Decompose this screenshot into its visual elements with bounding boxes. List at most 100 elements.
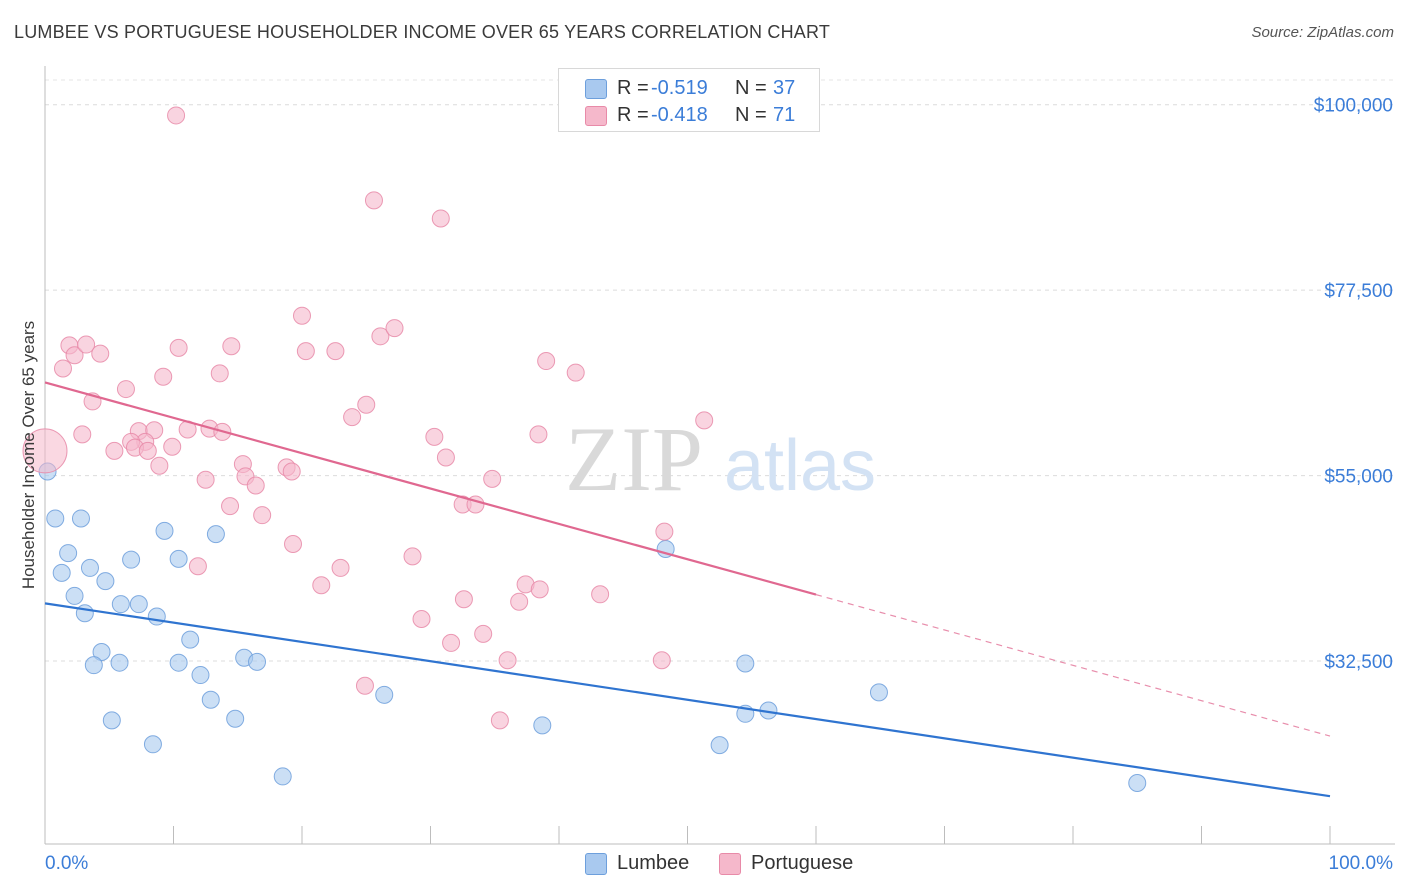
- point-lumbee: [80, 558, 99, 577]
- point-portuguese: [196, 470, 215, 489]
- legend-n-value: 37: [773, 77, 796, 99]
- stats-legend: R = -0.519 N = 37 R = -0.418 N = 71: [558, 68, 820, 132]
- point-portuguese: [91, 344, 110, 363]
- legend-r-label: R =: [617, 77, 649, 99]
- point-portuguese: [436, 448, 455, 467]
- axes: [44, 66, 1395, 845]
- tick-labels: $32,500 $55,000 $77,500 $100,000 0.0% 100.0%: [45, 96, 1393, 874]
- point-portuguese: [498, 651, 517, 670]
- point-lumbee: [206, 525, 225, 544]
- point-portuguese: [530, 580, 549, 599]
- point-portuguese: [138, 441, 157, 460]
- point-portuguese: [22, 428, 68, 474]
- point-portuguese: [282, 462, 301, 481]
- y-tick-label: $77,500: [1324, 281, 1393, 302]
- point-lumbee: [375, 685, 394, 704]
- point-portuguese: [431, 209, 450, 228]
- trend-lines: [44, 381, 1331, 798]
- point-portuguese: [357, 395, 376, 414]
- point-portuguese: [65, 346, 84, 365]
- point-lumbee: [96, 572, 115, 591]
- point-lumbee: [65, 586, 84, 605]
- point-lumbee: [710, 736, 729, 755]
- point-portuguese: [53, 359, 72, 378]
- point-lumbee: [75, 604, 94, 623]
- point-portuguese: [343, 408, 362, 427]
- point-lumbee: [122, 550, 141, 569]
- series-label-portuguese: Portuguese: [751, 852, 854, 874]
- point-lumbee: [155, 521, 174, 540]
- legend-n-label: N =: [735, 77, 767, 99]
- point-portuguese: [163, 437, 182, 456]
- y-tick-label: $32,500: [1324, 652, 1393, 673]
- legend-r-value: -0.519: [651, 77, 708, 99]
- point-portuguese: [116, 380, 135, 399]
- point-lumbee: [169, 653, 188, 672]
- y-tick-label: $100,000: [1314, 96, 1393, 117]
- trend-line-extension-portuguese: [815, 594, 1331, 737]
- trend-line-lumbee: [44, 602, 1331, 798]
- watermark: ZIP atlas: [565, 408, 876, 510]
- point-portuguese: [385, 319, 404, 338]
- point-lumbee: [226, 709, 245, 728]
- point-portuguese: [652, 651, 671, 670]
- point-portuguese: [105, 441, 124, 460]
- point-lumbee: [59, 544, 78, 563]
- point-lumbee: [533, 716, 552, 735]
- point-portuguese: [284, 535, 303, 554]
- watermark-zip: ZIP: [565, 408, 703, 510]
- point-portuguese: [490, 711, 509, 730]
- point-portuguese: [355, 676, 374, 695]
- point-lumbee: [869, 683, 888, 702]
- legend-swatch-portuguese: [585, 106, 607, 126]
- point-lumbee: [129, 595, 148, 614]
- x-tick-label: 0.0%: [45, 853, 88, 874]
- x-tick-label: 100.0%: [1329, 853, 1394, 874]
- point-portuguese: [695, 411, 714, 430]
- point-portuguese: [221, 497, 240, 516]
- point-lumbee: [92, 642, 111, 661]
- point-portuguese: [364, 191, 383, 210]
- point-portuguese: [537, 352, 556, 371]
- point-lumbee: [201, 690, 220, 709]
- point-portuguese: [454, 590, 473, 609]
- point-lumbee: [273, 767, 292, 786]
- series-swatch-lumbee: [585, 853, 607, 875]
- point-portuguese: [188, 557, 207, 576]
- legend-r-label: R =: [617, 104, 649, 126]
- point-portuguese: [312, 576, 331, 595]
- point-lumbee: [169, 549, 188, 568]
- y-tick-label: $55,000: [1324, 467, 1393, 488]
- point-lumbee: [71, 509, 90, 528]
- point-lumbee: [181, 630, 200, 649]
- point-portuguese: [73, 425, 92, 444]
- point-portuguese: [403, 547, 422, 566]
- legend-r-value: -0.418: [651, 104, 708, 126]
- series-label-lumbee: Lumbee: [617, 852, 690, 874]
- point-portuguese: [529, 425, 548, 444]
- legend-n-label: N =: [735, 104, 767, 126]
- legend-n-value: 71: [773, 104, 796, 126]
- point-lumbee: [84, 656, 103, 675]
- point-portuguese: [293, 306, 311, 325]
- point-portuguese: [412, 610, 431, 629]
- point-portuguese: [167, 106, 186, 125]
- series-swatch-portuguese: [719, 853, 741, 875]
- point-portuguese: [296, 342, 315, 361]
- point-lumbee: [147, 607, 166, 626]
- point-lumbee: [102, 711, 121, 730]
- watermark-atlas: atlas: [724, 426, 876, 506]
- source-label: Source: ZipAtlas.com: [1251, 24, 1394, 41]
- y-axis-label: Householder Income Over 65 years: [19, 321, 38, 589]
- point-lumbee: [52, 563, 71, 582]
- point-portuguese: [77, 335, 96, 354]
- point-portuguese: [331, 558, 350, 577]
- chart-title: LUMBEE VS PORTUGUESE HOUSEHOLDER INCOME …: [14, 22, 831, 42]
- point-lumbee: [46, 509, 65, 528]
- trend-line-portuguese: [44, 381, 817, 596]
- point-portuguese: [566, 363, 585, 382]
- point-portuguese: [591, 585, 610, 604]
- gridlines: [45, 79, 1395, 662]
- point-portuguese: [169, 338, 188, 357]
